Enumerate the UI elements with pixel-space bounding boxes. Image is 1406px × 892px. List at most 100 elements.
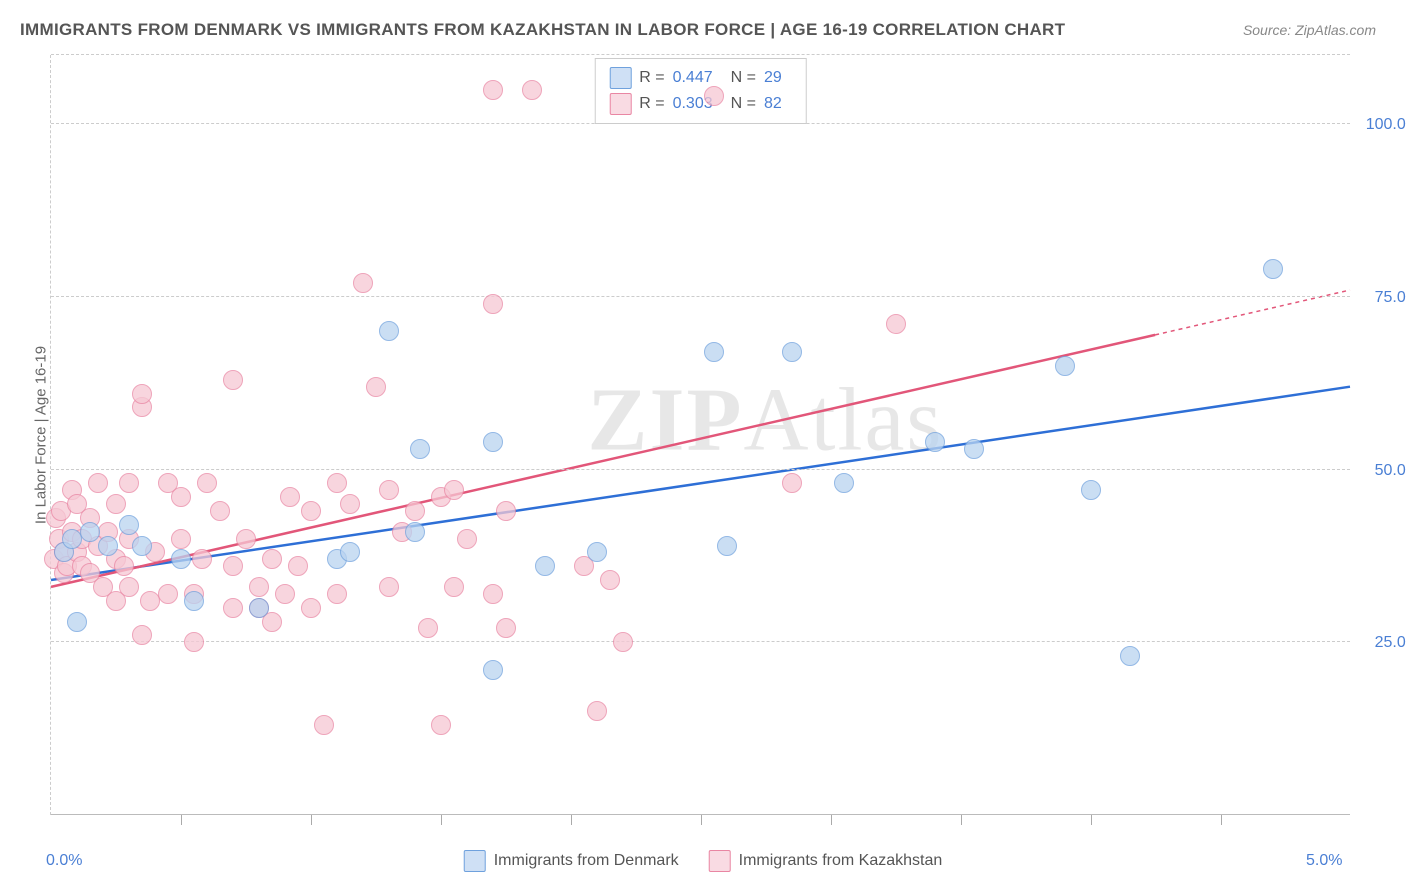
scatter-point xyxy=(483,294,503,314)
scatter-point xyxy=(379,577,399,597)
y-axis-title: In Labor Force | Age 16-19 xyxy=(33,346,50,524)
scatter-point xyxy=(379,480,399,500)
scatter-point xyxy=(340,494,360,514)
scatter-point xyxy=(925,432,945,452)
scatter-point xyxy=(314,715,334,735)
y-tick-label: 100.0% xyxy=(1366,116,1406,134)
scatter-point xyxy=(98,536,118,556)
scatter-point xyxy=(67,612,87,632)
scatter-point xyxy=(1120,646,1140,666)
scatter-point xyxy=(379,321,399,341)
scatter-point xyxy=(410,439,430,459)
scatter-point xyxy=(119,577,139,597)
scatter-point xyxy=(62,529,82,549)
gridline-h xyxy=(51,296,1350,297)
scatter-point xyxy=(132,384,152,404)
scatter-point xyxy=(1263,259,1283,279)
chart-title: IMMIGRANTS FROM DENMARK VS IMMIGRANTS FR… xyxy=(20,20,1065,40)
kazakhstan-swatch-icon xyxy=(709,850,731,872)
scatter-point xyxy=(301,501,321,521)
scatter-point xyxy=(483,660,503,680)
scatter-point xyxy=(613,632,633,652)
scatter-point xyxy=(171,529,191,549)
scatter-point xyxy=(223,598,243,618)
scatter-point xyxy=(834,473,854,493)
y-tick-label: 75.0% xyxy=(1375,289,1406,307)
legend-item-kazakhstan: Immigrants from Kazakhstan xyxy=(709,850,943,872)
kazakhstan-n-value: 82 xyxy=(764,95,782,113)
legend-label: Immigrants from Kazakhstan xyxy=(739,852,943,870)
scatter-point xyxy=(262,549,282,569)
x-tick xyxy=(961,815,962,825)
gridline-h xyxy=(51,54,1350,55)
x-tick xyxy=(1091,815,1092,825)
scatter-point xyxy=(353,273,373,293)
scatter-point xyxy=(782,473,802,493)
correlation-stats-box: R = 0.447 N = 29 R = 0.303 N = 82 xyxy=(594,58,807,124)
scatter-point xyxy=(496,501,516,521)
scatter-point xyxy=(704,86,724,106)
scatter-point xyxy=(288,556,308,576)
scatter-point xyxy=(249,598,269,618)
scatter-point xyxy=(405,522,425,542)
scatter-point xyxy=(184,632,204,652)
scatter-point xyxy=(158,584,178,604)
scatter-point xyxy=(587,701,607,721)
scatter-point xyxy=(457,529,477,549)
kazakhstan-swatch-icon xyxy=(609,93,631,115)
x-tick xyxy=(701,815,702,825)
scatter-point xyxy=(886,314,906,334)
scatter-point xyxy=(140,591,160,611)
scatter-point xyxy=(496,618,516,638)
scatter-point xyxy=(275,584,295,604)
scatter-point xyxy=(483,80,503,100)
scatter-point xyxy=(444,480,464,500)
scatter-point xyxy=(106,494,126,514)
scatter-point xyxy=(1055,356,1075,376)
scatter-point xyxy=(522,80,542,100)
scatter-point xyxy=(210,501,230,521)
denmark-r-value: 0.447 xyxy=(673,69,713,87)
scatter-point xyxy=(704,342,724,362)
scatter-point xyxy=(236,529,256,549)
trend-line xyxy=(51,387,1350,580)
scatter-point xyxy=(444,577,464,597)
legend-label: Immigrants from Denmark xyxy=(494,852,679,870)
x-tick-label: 5.0% xyxy=(1306,852,1342,870)
scatter-point xyxy=(405,501,425,521)
scatter-point xyxy=(223,556,243,576)
scatter-point xyxy=(535,556,555,576)
chart-container: IMMIGRANTS FROM DENMARK VS IMMIGRANTS FR… xyxy=(0,0,1406,892)
scatter-point xyxy=(717,536,737,556)
trend-lines-layer xyxy=(51,55,1350,815)
scatter-point xyxy=(431,715,451,735)
legend-item-denmark: Immigrants from Denmark xyxy=(464,850,679,872)
scatter-point xyxy=(223,370,243,390)
scatter-point xyxy=(301,598,321,618)
scatter-point xyxy=(587,542,607,562)
scatter-point xyxy=(80,522,100,542)
scatter-point xyxy=(132,625,152,645)
x-tick xyxy=(181,815,182,825)
scatter-point xyxy=(327,584,347,604)
plot-area: ZIPAtlas In Labor Force | Age 16-19 R = … xyxy=(50,55,1350,815)
x-tick xyxy=(311,815,312,825)
gridline-h xyxy=(51,469,1350,470)
denmark-swatch-icon xyxy=(464,850,486,872)
scatter-point xyxy=(483,584,503,604)
y-tick-label: 50.0% xyxy=(1375,462,1406,480)
scatter-point xyxy=(418,618,438,638)
scatter-point xyxy=(483,432,503,452)
x-tick-label: 0.0% xyxy=(46,852,82,870)
scatter-point xyxy=(119,473,139,493)
x-tick xyxy=(831,815,832,825)
scatter-point xyxy=(192,549,212,569)
gridline-h xyxy=(51,641,1350,642)
scatter-point xyxy=(964,439,984,459)
denmark-swatch-icon xyxy=(609,67,631,89)
scatter-point xyxy=(171,549,191,569)
scatter-point xyxy=(249,577,269,597)
x-tick xyxy=(441,815,442,825)
scatter-point xyxy=(171,487,191,507)
scatter-point xyxy=(280,487,300,507)
